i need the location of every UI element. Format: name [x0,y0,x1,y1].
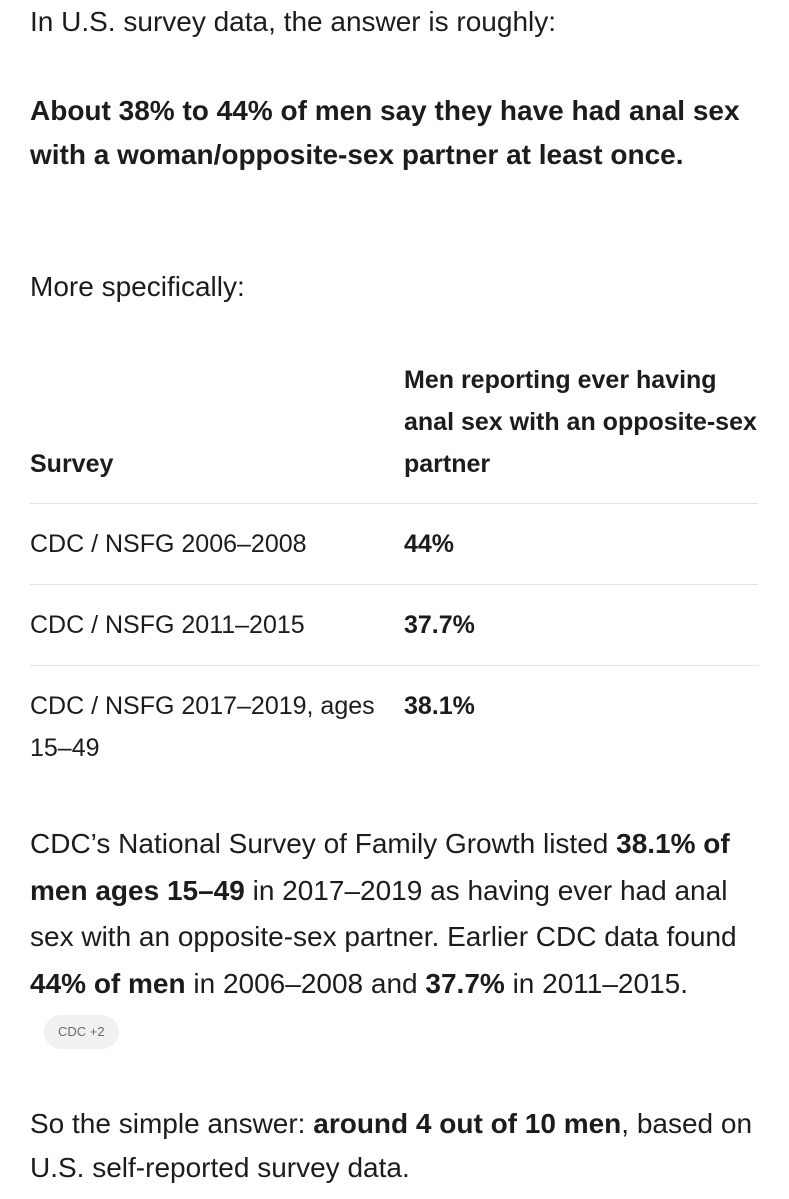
text-run: So the simple answer: [30,1108,314,1139]
intro: In U.S. survey data, the answer is rough… [30,6,557,37]
summary: About 38% to 44% of men say they have ha… [30,95,740,170]
detail-paragraph: CDC’s National Survey of Family Growth l… [30,821,760,1054]
header-cell: Men reporting ever having anal sex with … [404,359,758,504]
bold-text: 37.7% [425,967,505,999]
bold-text: 44% of men [30,967,186,999]
bold-text: around 4 out of 10 men [313,1108,622,1139]
text-run: , based on U.S. self-reported survey dat… [30,1108,753,1183]
value-cell: 37.7% [404,584,758,666]
header-cell: Survey [30,359,404,504]
text-run: in 2011–2015. [504,967,688,999]
conclusion-paragraph: So the simple answer: around 4 out of 10… [30,1102,760,1190]
survey-cell: CDC / NSFG 2006–2008 [30,503,404,585]
citation-chip[interactable]: CDC +2 [44,1014,119,1049]
survey-cell: CDC / NSFG 2017–2019, ages 15–49 [30,692,375,762]
table-row: CDC / NSFG 2011–2015 37.7% [30,584,758,666]
table-row: CDC / NSFG 2017–2019, ages 15–49 38.1% [30,666,758,789]
bold-text: 38.1% of men ages 15–49 [30,828,730,906]
lead: More specifically: [30,271,245,302]
header-row: Survey Men reporting ever having anal se… [30,359,758,504]
text-run: in 2017–2019 as having ever had anal sex… [30,874,737,953]
survey-table: Survey Men reporting ever having anal se… [30,359,758,788]
value-cell: 38.1% [404,692,475,720]
table-row: CDC / NSFG 2006–2008 44% [30,503,758,585]
text-run: CDC’s National Survey of Family Growth l… [30,828,617,859]
value-cell: 44% [404,503,758,585]
text-run: in 2006–2008 and [185,967,426,999]
survey-cell: CDC / NSFG 2011–2015 [30,584,404,666]
